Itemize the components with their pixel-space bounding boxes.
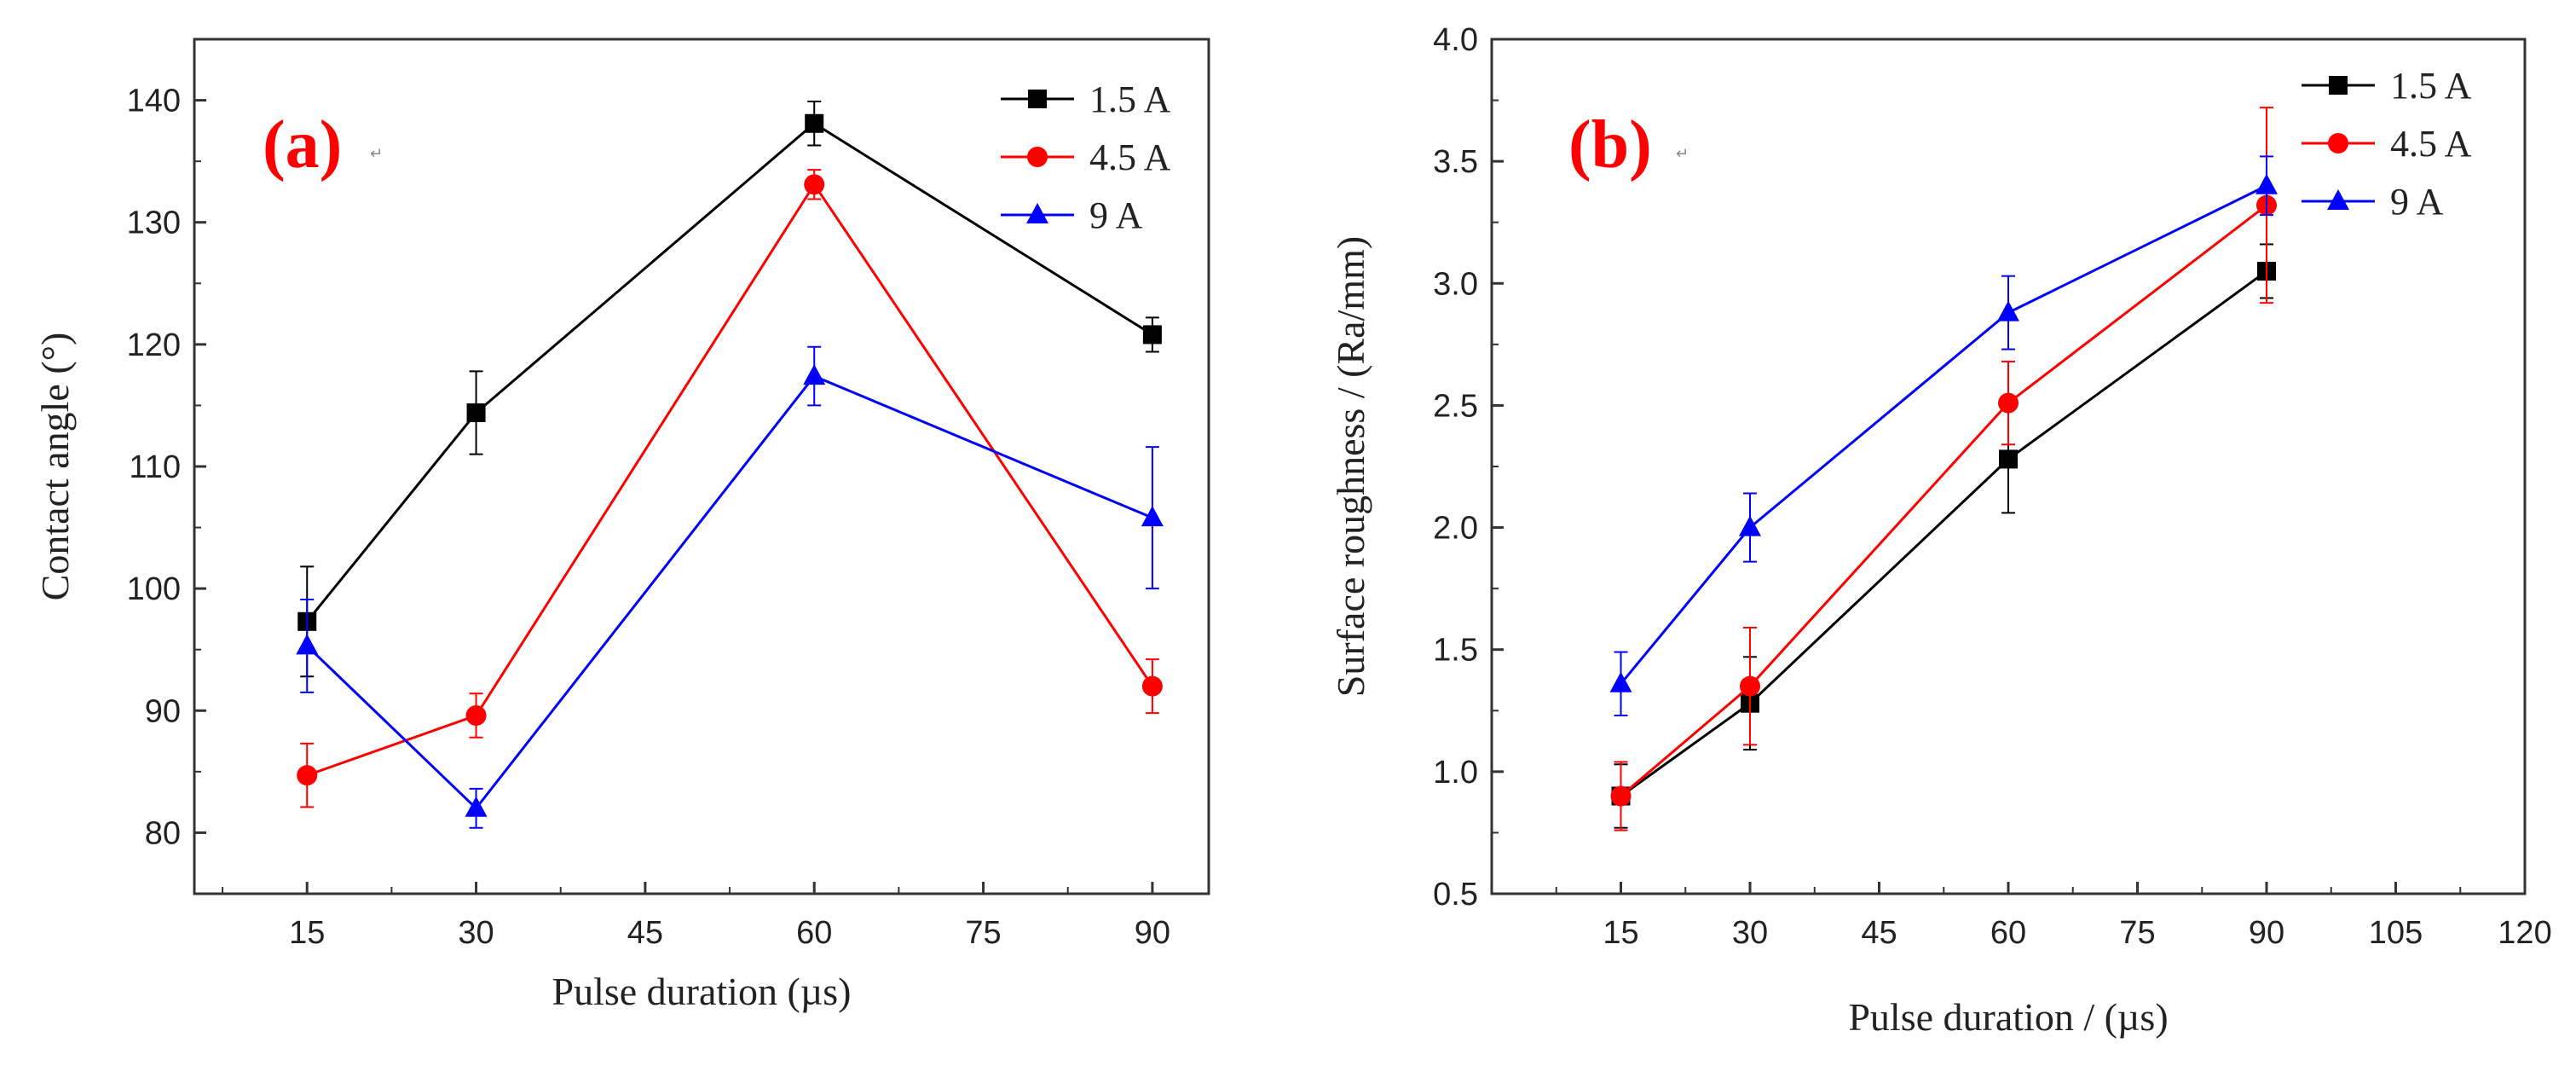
data-point <box>1141 506 1164 527</box>
x-tick-label: 105 <box>2369 915 2423 951</box>
legend-marker <box>1026 203 1048 223</box>
panel-return-mark: ↵ <box>1676 145 1689 163</box>
series-line <box>306 121 1153 623</box>
series-line <box>1620 269 2267 797</box>
x-tick-label: 120 <box>2498 915 2551 951</box>
x-tick-label: 75 <box>2119 915 2155 951</box>
data-point <box>1998 392 2019 414</box>
series-1-5A <box>1611 243 2276 829</box>
legend-marker <box>2329 76 2348 95</box>
series-9A <box>296 345 1164 829</box>
legend-entry: 4.5 A <box>2302 123 2472 165</box>
y-tick-label: 3.5 <box>1433 144 1478 180</box>
data-point <box>2255 173 2278 194</box>
panel-label: (b) <box>1568 107 1652 182</box>
y-tick-label: 80 <box>145 815 181 851</box>
data-point <box>1610 785 1632 807</box>
data-point <box>465 705 487 727</box>
data-point <box>466 403 486 423</box>
legend-entry: 9 A <box>2302 181 2444 223</box>
y-tick-label: 3.0 <box>1433 266 1478 302</box>
series-4-5A <box>1610 107 2277 831</box>
legend-entry: 4.5 A <box>1001 136 1171 178</box>
data-point <box>1142 325 1162 345</box>
series-line <box>306 182 1154 777</box>
legend-marker <box>2327 189 2349 210</box>
x-tick-label: 30 <box>1732 915 1768 951</box>
x-tick-label: 60 <box>1990 915 2026 951</box>
data-point <box>297 765 318 786</box>
data-point <box>804 174 825 195</box>
y-tick-label: 90 <box>145 693 181 729</box>
x-tick-label: 45 <box>627 915 663 951</box>
series-9A <box>1609 155 2278 717</box>
series-1-5A <box>297 101 1162 678</box>
x-tick-label: 60 <box>796 915 832 951</box>
x-tick-label: 45 <box>1861 915 1897 951</box>
x-axis-title: Pulse duration / (µs) <box>1848 995 2168 1039</box>
y-tick-label: 130 <box>127 206 181 241</box>
x-tick-label: 15 <box>1603 915 1638 951</box>
legend-entry: 1.5 A <box>1001 78 1171 120</box>
data-point <box>465 796 488 817</box>
y-tick-label: 0.5 <box>1433 877 1478 912</box>
legend-label: 4.5 A <box>2390 123 2472 165</box>
series-line <box>1620 184 2267 685</box>
x-tick-label: 75 <box>965 915 1001 951</box>
x-axis-title: Pulse duration (µs) <box>552 970 851 1013</box>
data-point <box>805 113 824 133</box>
y-tick-label: 100 <box>127 571 181 607</box>
panel-return-mark: ↵ <box>370 145 383 163</box>
chart-panel-b: 15 30 45 60 75 90 105 120 0.5 1.0 1.5 2.0 2.5 3.0 3.5 4… <box>1329 22 2552 1039</box>
chart-panel-a: 15 30 45 60 75 90 80 90 100 110 120 130 140 Pulse dur… <box>33 38 1210 1013</box>
data-point <box>1740 675 1760 697</box>
legend-label: 1.5 A <box>2390 65 2472 107</box>
y-tick-label: 2.0 <box>1433 511 1478 547</box>
y-tick-label: 110 <box>129 449 181 485</box>
legend-marker <box>1028 90 1047 108</box>
data-point <box>1141 675 1163 697</box>
y-tick-label: 2.5 <box>1433 388 1478 424</box>
legend-label: 9 A <box>1089 194 1143 236</box>
plot-frame <box>193 38 1210 895</box>
y-tick-label: 1.0 <box>1433 755 1478 791</box>
data-point <box>1999 449 2018 469</box>
y-axis-title: Surface roughness / (Ra/mm) <box>1329 236 1372 697</box>
legend-marker <box>2328 133 2348 154</box>
y-tick-label: 120 <box>127 327 181 363</box>
x-tick-label: 90 <box>2249 915 2284 951</box>
data-point <box>1609 671 1632 692</box>
data-point <box>296 634 319 655</box>
legend-marker <box>1027 147 1048 167</box>
x-tick-label: 90 <box>1135 915 1170 951</box>
series-line <box>306 374 1153 811</box>
legend-label: 4.5 A <box>1089 136 1171 178</box>
legend-entry: 9 A <box>1001 194 1143 236</box>
y-tick-label: 140 <box>127 84 181 119</box>
y-axis-title: Contact angle (°) <box>33 333 77 601</box>
series-4-5A <box>297 169 1163 808</box>
x-tick-label: 15 <box>289 915 325 951</box>
legend-label: 9 A <box>2390 181 2444 223</box>
data-point <box>1739 515 1761 536</box>
data-point <box>803 364 826 385</box>
series-line <box>1620 204 2267 797</box>
x-tick-label: 30 <box>458 915 494 951</box>
panel-label: (a) <box>263 107 342 182</box>
y-tick-label: 1.5 <box>1433 633 1478 669</box>
y-tick-label: 4.0 <box>1433 22 1478 58</box>
legend-label: 1.5 A <box>1089 78 1171 120</box>
legend-entry: 1.5 A <box>2302 65 2472 107</box>
data-point <box>1997 300 2019 322</box>
